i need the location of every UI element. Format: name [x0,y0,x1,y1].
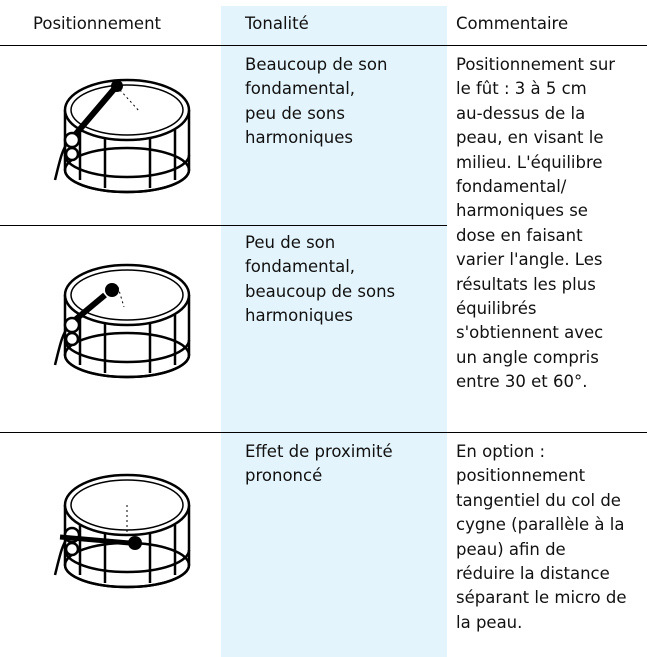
rule [0,432,647,433]
text-line: prononcé [245,466,323,486]
comment-cell: Positionnement sur le fût : 3 à 5 cm au-de… [456,53,615,394]
rule [0,45,647,46]
tone-column-background [221,6,447,657]
text-line: équilibrés [456,298,537,318]
comment-cell: En option : positionnement tangentiel du c… [456,440,627,635]
text-line: fondamental/ [456,176,567,196]
text-line: le fût : 3 à 5 cm [456,79,587,99]
text-line: fondamental, [245,257,356,277]
text-line: harmoniques se [456,201,588,221]
text-line: au-dessus de la [456,103,586,123]
text-line: Effet de proximité [245,442,393,461]
text-line: harmoniques [245,306,353,326]
text-line: tangentiel du col de [456,490,621,510]
drum-illustration [53,263,191,379]
text-line: un angle compris [456,347,599,367]
text-line: beaucoup de sons [245,281,396,301]
tone-cell: Effet de proximité prononcé [245,440,393,489]
text-line: la peau. [456,612,523,632]
rule [0,225,447,226]
text-line: Beaucoup de son [245,55,388,74]
text-line: s'obtiennent avec [456,323,604,343]
text-line: peau) afin de [456,539,566,559]
text-line: peau, en visant le [456,128,604,148]
text-line: peu de sons [245,103,345,123]
text-line: dose en faisant [456,225,583,245]
header-cell: Tonalité [245,14,309,33]
text-line: séparant le micro de [456,588,627,608]
drum-illustration [53,473,191,589]
text-line: Peu de son [245,233,336,252]
text-line: positionnement [456,466,586,486]
text-line: Positionnement sur [456,55,616,74]
drum-illustration [53,78,191,194]
text-line: varier l'angle. Les [456,250,603,270]
text-line: En option : [456,442,546,461]
tone-cell: Beaucoup de son fondamental, peu de sons ha… [245,53,387,151]
header-cell: Positionnement [33,14,162,33]
text-line: résultats les plus [456,274,596,294]
text-line: réduire la distance [456,563,610,583]
text-line: milieu. L'équilibre [456,152,603,172]
header-cell: Commentaire [456,14,569,33]
text-line: entre 30 et 60°. [456,372,588,392]
tone-cell: Peu de son fondamental, beaucoup de sons ha… [245,231,395,329]
text-line: fondamental, [245,79,356,99]
text-line: harmoniques [245,128,353,148]
text-line: cygne (parallèle à la [456,515,625,535]
